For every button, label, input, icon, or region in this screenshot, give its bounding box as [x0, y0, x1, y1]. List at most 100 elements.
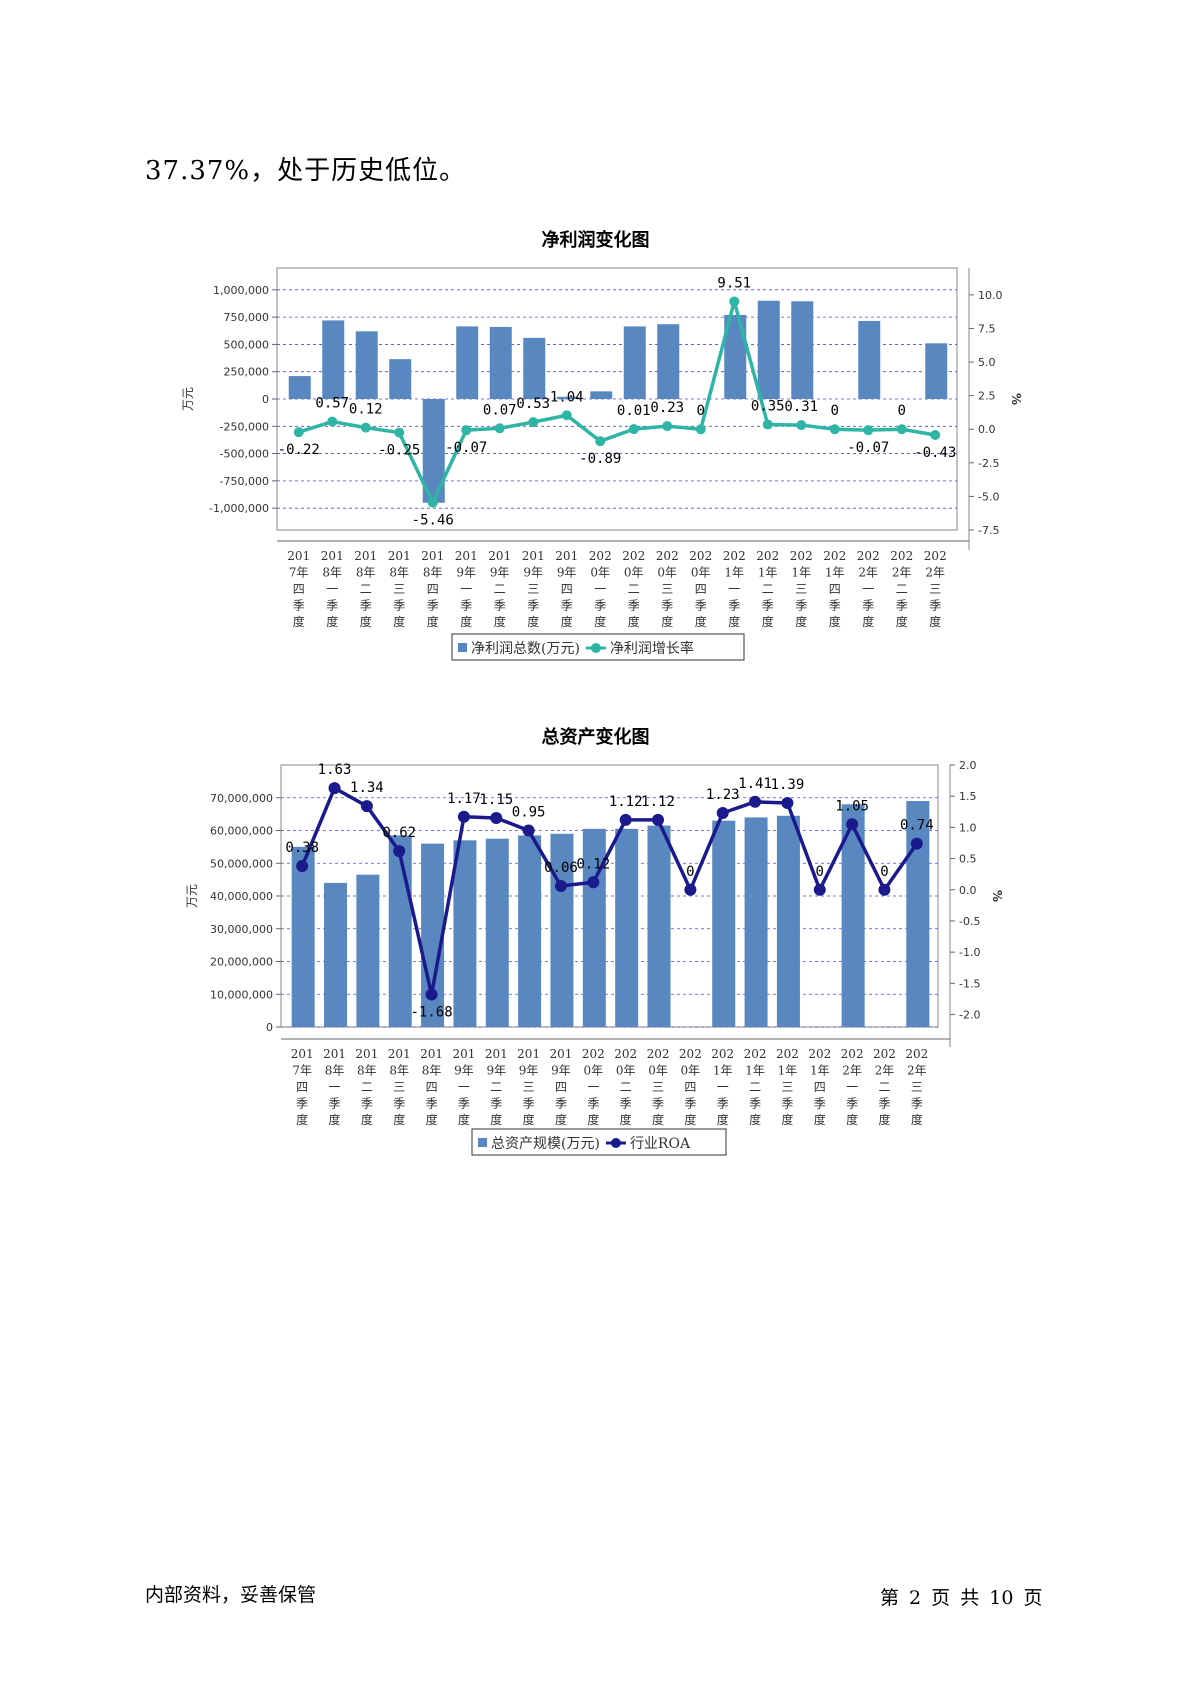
data-label: 1.05 [835, 798, 869, 814]
y-axis-title: 万元 [181, 387, 195, 411]
bar [776, 815, 800, 1027]
line-point [296, 860, 309, 873]
x-tick-label: 一 [728, 582, 740, 596]
net-profit-chart: -1,000,000 -750,000 -500,000 -250,000 0 250,0… [181, 267, 1023, 661]
bar [453, 840, 477, 1027]
line-point [781, 797, 794, 810]
y2-tick-label: -7.5 [978, 524, 999, 537]
x-tick-label: 季 [587, 1097, 599, 1111]
x-tick-label: 度 [684, 1112, 696, 1127]
x-tick-label: 季 [329, 1097, 341, 1111]
y2-tick-label: -1.5 [959, 977, 980, 990]
x-tick-label: 2年 [892, 566, 912, 580]
x-tick-label: 1年 [778, 1064, 798, 1078]
x-tick-label: 季 [293, 599, 305, 613]
x-tick-label: 0年 [691, 566, 711, 580]
x-tick-label: 三 [661, 582, 673, 596]
y-tick-label: -500,000 [220, 448, 269, 461]
x-tick-label: 202 [823, 549, 846, 563]
x-tick-label: 8年 [356, 566, 376, 580]
x-tick-label: 一 [717, 1080, 729, 1094]
x-tick-label: 四 [555, 1080, 567, 1094]
x-tick-label: 201 [517, 1047, 540, 1061]
x-tick-label: 8年 [423, 566, 443, 580]
data-label: 0 [697, 403, 705, 419]
x-tick-label: 1年 [724, 566, 744, 580]
x-tick-label: 度 [393, 1112, 405, 1127]
data-label: -0.07 [847, 440, 889, 456]
x-tick-label: 度 [661, 614, 673, 629]
x-tick-label: 二 [494, 582, 506, 596]
x-tick-label: 三 [652, 1080, 664, 1094]
line-point [846, 818, 859, 831]
x-tick-label: 三 [527, 582, 539, 596]
line-point [878, 883, 891, 896]
y2-tick-label: 1.5 [959, 790, 977, 803]
x-tick-label: 202 [790, 549, 813, 563]
x-tick-label: 202 [857, 549, 880, 563]
x-tick-label: 1年 [810, 1064, 830, 1078]
bar [485, 838, 509, 1027]
line-point [762, 419, 773, 430]
legend-box [471, 1128, 727, 1156]
x-tick-label: 202 [873, 1047, 896, 1061]
x-tick-label: 二 [762, 582, 774, 596]
data-label: 0.57 [315, 396, 349, 412]
x-tick-label: 201 [420, 1047, 443, 1061]
x-tick-label: 季 [862, 599, 874, 613]
data-label: 0.31 [784, 399, 818, 415]
data-label: -0.22 [278, 442, 320, 458]
x-tick-label: 201 [455, 549, 478, 563]
x-tick-label: 三 [781, 1080, 793, 1094]
x-tick-label: 8年 [325, 1064, 345, 1078]
x-tick-label: 度 [717, 1112, 729, 1127]
legend-label-bar: 净利润总数(万元) [471, 641, 580, 657]
x-tick-label: 202 [924, 549, 947, 563]
footer-page-number: 第 2 页 共 10 页 [880, 1587, 1043, 1609]
data-label: 0.12 [576, 856, 610, 872]
bar [906, 801, 930, 1027]
y2-tick-label: -2.5 [978, 457, 999, 470]
x-tick-label: 202 [776, 1047, 799, 1061]
x-tick-label: 度 [361, 1112, 373, 1127]
x-tick-label: 2年 [925, 566, 945, 580]
x-tick-label: 202 [841, 1047, 864, 1061]
data-label: 0.01 [617, 403, 651, 419]
x-tick-label: 季 [795, 599, 807, 613]
y2-tick-label: 0.0 [959, 884, 977, 897]
x-tick-label: 一 [594, 582, 606, 596]
y-tick-label: 10,000,000 [210, 988, 273, 1001]
x-tick-label: 201 [355, 1047, 378, 1061]
y2-tick-label: 0.0 [978, 423, 996, 436]
y-tick-label: 500,000 [224, 338, 270, 351]
x-tick-label: 度 [846, 1112, 858, 1127]
data-label: 1.23 [706, 787, 740, 803]
x-tick-label: 0年 [616, 1064, 636, 1078]
line-point [490, 812, 503, 825]
y2-tick-label: -5.0 [978, 490, 999, 503]
line-point [457, 810, 470, 823]
x-tick-label: 季 [561, 599, 573, 613]
line-series [300, 786, 919, 997]
x-tick-label: 9年 [551, 1064, 571, 1078]
x-tick-label: 三 [393, 582, 405, 596]
x-tick-label: 季 [896, 599, 908, 613]
x-tick-label: 7年 [289, 566, 309, 580]
y-axis-title: 万元 [185, 884, 199, 908]
x-tick-label: 0年 [590, 566, 610, 580]
x-tick-label: 202 [723, 549, 746, 563]
x-tick-label: 度 [293, 614, 305, 629]
intro-text: 37.37%，处于历史低位。 [145, 156, 467, 186]
x-tick-label: 季 [393, 599, 405, 613]
x-tick-label: 9年 [490, 566, 510, 580]
y-tick-label: 50,000,000 [210, 857, 273, 870]
x-tick-label: 9年 [486, 1064, 506, 1078]
x-tick-label: 1年 [713, 1064, 733, 1078]
bar [615, 828, 639, 1027]
x-tick-label: 201 [452, 1047, 475, 1061]
x-tick-label: 季 [494, 599, 506, 613]
x-tick-label: 三 [795, 582, 807, 596]
x-tick-label: 202 [589, 549, 612, 563]
x-tick-label: 二 [360, 582, 372, 596]
x-tick-label: 二 [878, 1080, 890, 1094]
